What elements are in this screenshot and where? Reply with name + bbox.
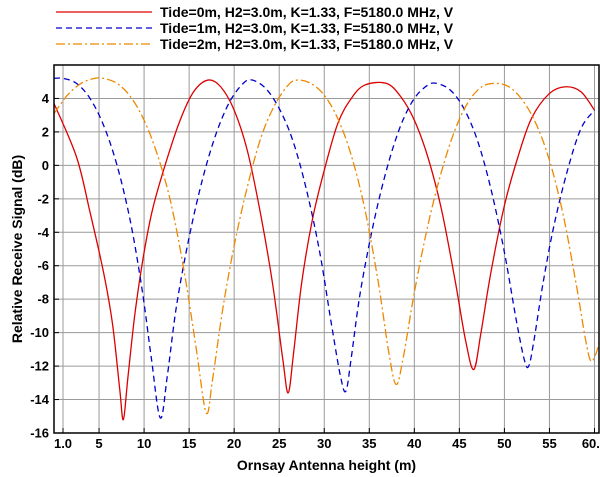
y-tick-label: -14 [30, 392, 50, 407]
x-tick-label: 10 [137, 436, 151, 451]
plot-frame [53, 64, 600, 434]
y-tick-label: -16 [30, 426, 49, 441]
x-tick-label: 1.0 [54, 436, 72, 451]
x-tick-label: 40 [407, 436, 421, 451]
x-tick-label: 60.0 [582, 436, 600, 451]
y-tick-label: 4 [42, 91, 50, 106]
y-tick-label: 2 [42, 124, 49, 139]
x-tick-label: 50 [497, 436, 511, 451]
y-tick-label: -8 [37, 292, 49, 307]
legend-label-3: Tide=2m, H2=3.0m, K=1.33, F=5180.0 MHz, … [160, 36, 454, 52]
series-line-3 [54, 77, 599, 415]
legend-label-2: Tide=1m, H2=3.0m, K=1.33, F=5180.0 MHz, … [160, 20, 454, 36]
y-tick-label: -10 [30, 325, 49, 340]
x-tick-label: 30 [317, 436, 331, 451]
y-tick-label: -4 [37, 225, 49, 240]
x-tick-label: 5 [95, 436, 102, 451]
legend-label-1: Tide=0m, H2=3.0m, K=1.33, F=5180.0 MHz, … [160, 4, 454, 20]
x-tick-label: 55 [542, 436, 556, 451]
x-tick-label: 35 [362, 436, 376, 451]
series-line-2 [54, 77, 596, 419]
y-tick-label: -2 [37, 191, 49, 206]
x-tick-label: 25 [272, 436, 286, 451]
series-layer [54, 77, 599, 421]
y-axis-title: Relative Receive Signal (dB) [9, 155, 25, 343]
y-tick-label: -6 [37, 258, 49, 273]
series-line-1 [54, 79, 596, 421]
x-tick-label: 20 [227, 436, 241, 451]
x-axis-title: Ornsay Antenna height (m) [237, 457, 416, 473]
x-tick-label: 15 [182, 436, 196, 451]
axis-ticks: 1.051015202530354045505560.0420-2-4-6-8-… [30, 91, 600, 451]
y-tick-label: 0 [42, 158, 49, 173]
legend: Tide=0m, H2=3.0m, K=1.33, F=5180.0 MHz, … [56, 4, 454, 52]
x-tick-label: 45 [452, 436, 466, 451]
y-tick-label: -12 [30, 359, 49, 374]
